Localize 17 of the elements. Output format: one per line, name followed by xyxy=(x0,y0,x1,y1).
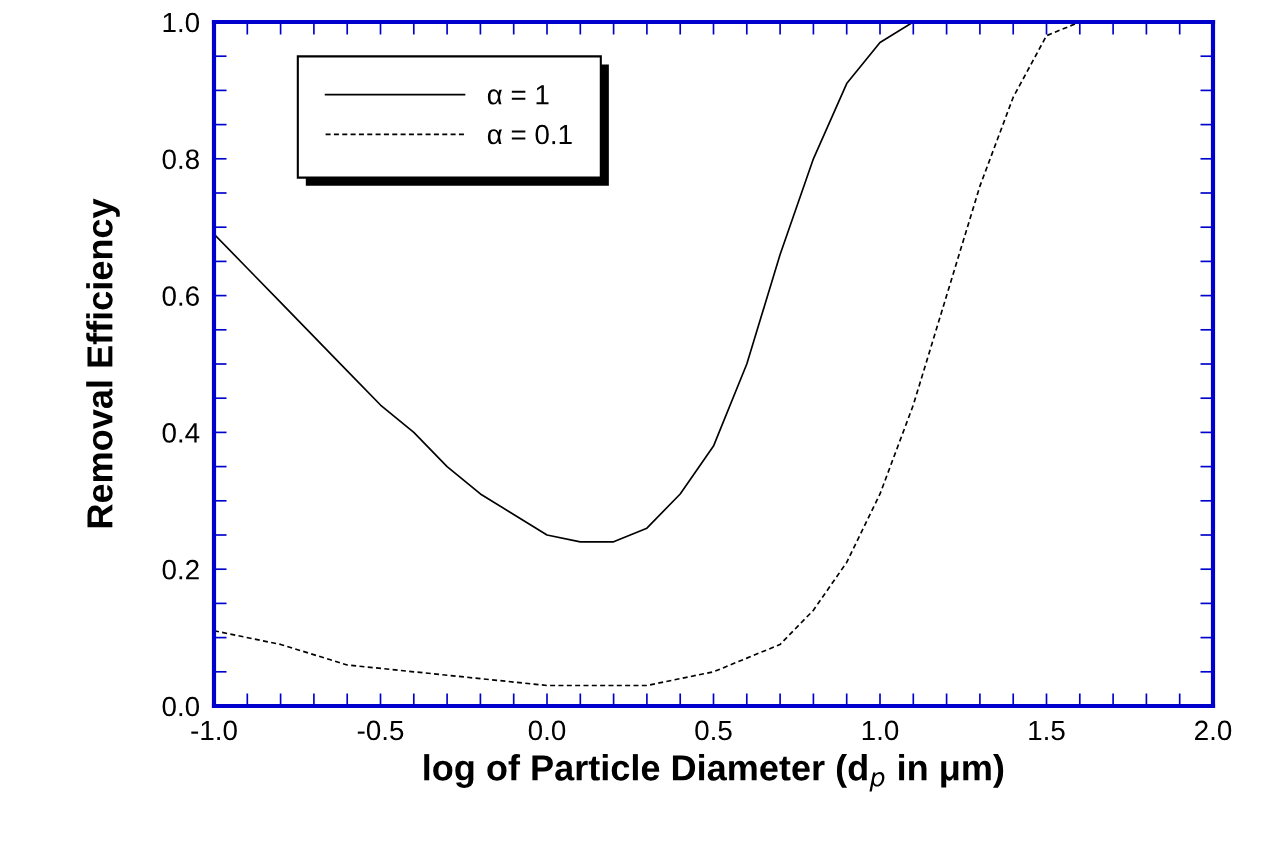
y-tick-label: 0.8 xyxy=(162,149,199,170)
x-axis-title: log of Particle Diameter (d$_{p}$ in μm) xyxy=(424,754,1004,792)
legend-label: α = 1 xyxy=(487,85,549,105)
legend-label: α = 0.1 xyxy=(487,124,572,145)
x-tick-label: -0.5 xyxy=(357,720,404,741)
x-tick-label: 1.0 xyxy=(862,720,899,741)
x-tick-label: 2.0 xyxy=(1195,720,1232,741)
x-tick-label: 1.5 xyxy=(1029,720,1065,741)
y-tick-label: 0.6 xyxy=(162,286,199,306)
y-axis-title: Removal Efficiency xyxy=(86,198,120,528)
y-tick-label: 1.0 xyxy=(163,12,200,33)
y-tick-label: 0.0 xyxy=(162,696,200,717)
y-tick-label: 0.4 xyxy=(162,423,200,443)
x-tick-label: 0.0 xyxy=(528,720,566,741)
x-tick-label: 0.5 xyxy=(695,720,732,741)
x-tick-label: -1.0 xyxy=(191,720,237,741)
y-tick-label: 0.2 xyxy=(162,559,199,580)
